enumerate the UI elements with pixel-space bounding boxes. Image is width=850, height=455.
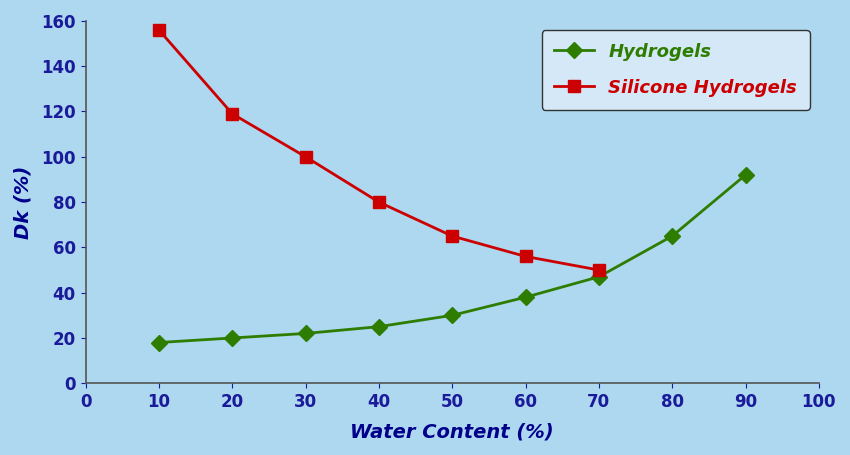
Line: Silicone Hydrogels: Silicone Hydrogels	[153, 24, 605, 276]
Silicone Hydrogels	[374, 199, 384, 205]
Hydrogels	[520, 294, 530, 300]
Y-axis label: Dk (%): Dk (%)	[14, 166, 33, 239]
Hydrogels	[447, 313, 457, 318]
Silicone Hydrogels	[520, 254, 530, 259]
Silicone Hydrogels	[447, 233, 457, 239]
Line: Hydrogels: Hydrogels	[153, 169, 751, 348]
Silicone Hydrogels	[594, 267, 604, 273]
Hydrogels	[300, 331, 310, 336]
Silicone Hydrogels	[300, 154, 310, 160]
Silicone Hydrogels	[154, 27, 164, 33]
Hydrogels	[594, 274, 604, 279]
Hydrogels	[667, 233, 677, 239]
Hydrogels	[740, 172, 751, 177]
Silicone Hydrogels	[227, 111, 237, 116]
Legend: Hydrogels, Silicone Hydrogels: Hydrogels, Silicone Hydrogels	[541, 30, 810, 110]
Hydrogels	[374, 324, 384, 329]
Hydrogels	[227, 335, 237, 341]
Hydrogels	[154, 340, 164, 345]
X-axis label: Water Content (%): Water Content (%)	[350, 422, 554, 441]
